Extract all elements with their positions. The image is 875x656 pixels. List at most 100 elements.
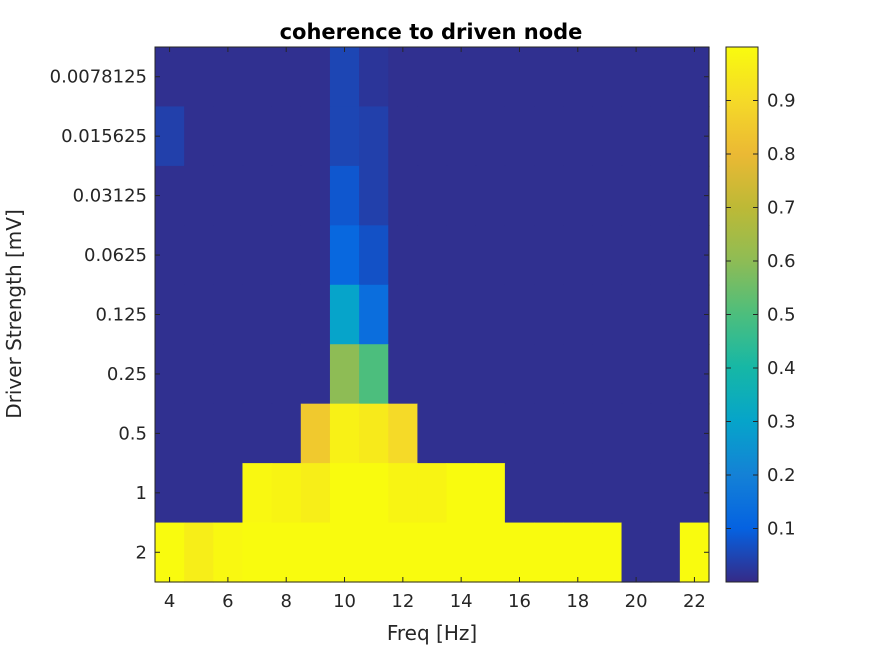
heatmap-cell — [329, 284, 360, 345]
heatmap-cell — [271, 284, 302, 345]
heatmap-cell — [417, 106, 448, 167]
heatmap-cell — [417, 463, 448, 524]
y-tick-label: 0.0625 — [84, 245, 147, 266]
heatmap-cell — [271, 47, 302, 108]
heatmap-cell — [213, 106, 244, 167]
heatmap-cell — [534, 463, 564, 524]
heatmap-cell — [417, 403, 448, 464]
x-tick-label: 20 — [625, 591, 648, 612]
heatmap-cell — [184, 225, 214, 286]
heatmap-cell — [504, 463, 535, 524]
heatmap-cell — [446, 106, 477, 167]
heatmap-cell — [534, 522, 564, 583]
x-tick-label: 10 — [333, 591, 356, 612]
heatmap-cell — [388, 403, 419, 464]
heatmap-cell — [359, 463, 389, 524]
heatmap-cell — [300, 463, 331, 524]
heatmap-cell — [329, 165, 360, 226]
heatmap-cell — [592, 522, 623, 583]
heatmap-cell — [271, 403, 302, 464]
colorbar-tick-label: 0.5 — [767, 305, 796, 326]
heatmap-cell — [563, 284, 593, 345]
heatmap-cell — [300, 106, 331, 167]
heatmap-cell — [300, 225, 331, 286]
colorbar-axis: 0.1 0.2 0.3 0.4 0.5 0.6 0.7 0.8 0.9 — [726, 91, 796, 540]
heatmap-cell — [184, 284, 214, 345]
heatmap-cell — [388, 522, 419, 583]
heatmap-cell — [446, 47, 477, 108]
heatmap-cell — [213, 344, 244, 405]
heatmap-cell — [300, 284, 331, 345]
heatmap-cell — [504, 106, 535, 167]
y-tick-label: 0.25 — [107, 364, 147, 385]
heatmap-cell — [621, 522, 652, 583]
heatmap-cell — [417, 47, 448, 108]
heatmap-cell — [592, 284, 623, 345]
heatmap-cell — [359, 344, 389, 405]
colorbar-tick-label: 0.3 — [767, 412, 796, 433]
heatmap-cell — [329, 344, 360, 405]
heatmap-cell — [563, 403, 593, 464]
heatmap-cell — [417, 284, 448, 345]
heatmap-cell — [592, 344, 623, 405]
heatmap-cell — [359, 47, 389, 108]
heatmap-cell — [242, 522, 273, 583]
y-tick-label: 0.5 — [118, 423, 147, 444]
heatmap-cell — [300, 403, 331, 464]
x-axis: 4 6 8 10 12 14 16 18 20 22 — [164, 47, 706, 612]
heatmap-cell — [475, 344, 506, 405]
heatmap-cell — [563, 522, 593, 583]
heatmap-cell — [242, 403, 273, 464]
heatmap-cell — [417, 165, 448, 226]
heatmap-cell — [446, 284, 477, 345]
heatmap-cell — [213, 403, 244, 464]
colorbar-tick-label: 0.6 — [767, 251, 796, 272]
heatmap-cell — [388, 106, 419, 167]
heatmap-cell — [621, 106, 652, 167]
heatmap-cell — [504, 225, 535, 286]
heatmap-cell — [271, 344, 302, 405]
heatmap-cell — [388, 225, 419, 286]
heatmap-cell — [563, 463, 593, 524]
heatmap-cell — [184, 522, 214, 583]
heatmap-cell — [446, 165, 477, 226]
x-tick-label: 12 — [391, 591, 414, 612]
colorbar-tick-label: 0.9 — [767, 91, 796, 112]
heatmap-cell — [504, 403, 535, 464]
heatmap-cell — [242, 344, 273, 405]
heatmap-cell — [271, 165, 302, 226]
heatmap-cell — [329, 463, 360, 524]
heatmap-cell — [475, 522, 506, 583]
heatmap-cell — [650, 165, 681, 226]
y-tick-label: 0.03125 — [73, 186, 147, 207]
colorbar-tick-label: 0.2 — [767, 465, 796, 486]
y-tick-label: 2 — [136, 542, 147, 563]
heatmap-cell — [359, 284, 389, 345]
heatmap-cell — [650, 225, 681, 286]
heatmap-cell — [534, 106, 564, 167]
heatmap-cell — [213, 463, 244, 524]
heatmap-cell — [563, 225, 593, 286]
heatmap-cell — [475, 225, 506, 286]
heatmap-cell — [300, 47, 331, 108]
heatmap-cell — [213, 522, 244, 583]
heatmap-cell — [650, 284, 681, 345]
heatmap-cell — [388, 284, 419, 345]
heatmap-cell — [534, 403, 564, 464]
heatmap-cell — [592, 47, 623, 108]
heatmap-cell — [388, 165, 419, 226]
heatmap-cell — [329, 106, 360, 167]
heatmap-cell — [621, 344, 652, 405]
heatmap-cell — [446, 463, 477, 524]
heatmap-cell — [329, 522, 360, 583]
heatmap-cell — [475, 47, 506, 108]
heatmap-cell — [504, 165, 535, 226]
x-tick-label: 6 — [222, 591, 233, 612]
y-axis-label: Driver Strength [mV] — [2, 209, 26, 419]
heatmap-cell — [621, 225, 652, 286]
heatmap-cell — [271, 106, 302, 167]
heatmap-cell — [650, 106, 681, 167]
heatmap-cell — [534, 47, 564, 108]
heatmap-cell — [621, 47, 652, 108]
